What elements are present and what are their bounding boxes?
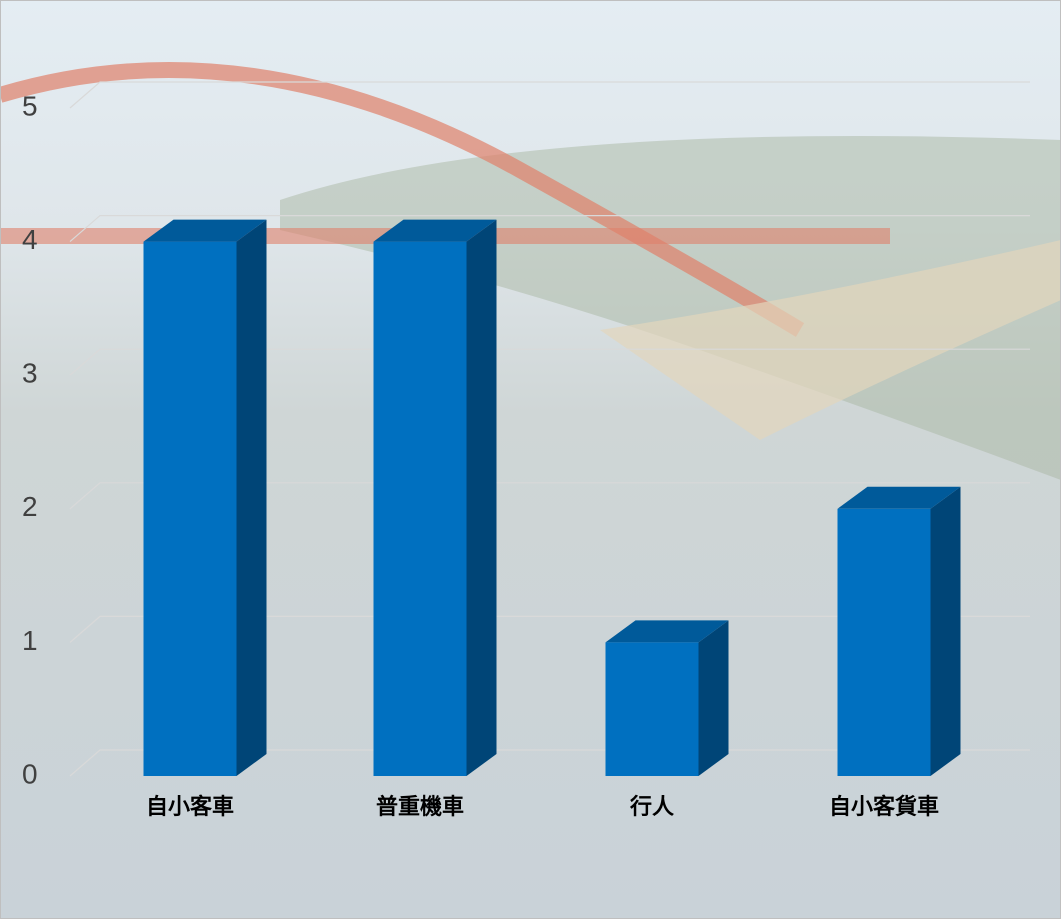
x-tick-label: 自小客貨車 xyxy=(829,794,939,820)
y-tick-label: 0 xyxy=(22,758,38,789)
grid-line xyxy=(69,348,1030,376)
bar-side xyxy=(698,620,729,776)
y-tick-label: 5 xyxy=(22,90,38,121)
grid-line xyxy=(69,81,1030,109)
bar-top xyxy=(143,219,267,242)
x-tick-label: 行人 xyxy=(629,794,674,820)
bar-top xyxy=(605,620,729,643)
bar-side xyxy=(930,486,961,776)
bar-top xyxy=(373,219,497,242)
bar xyxy=(605,642,699,776)
y-tick-label: 3 xyxy=(22,358,38,389)
x-tick-label: 普重機車 xyxy=(376,794,464,820)
y-tick-label: 4 xyxy=(22,224,38,255)
y-tick-label: 2 xyxy=(22,491,38,522)
bar-side xyxy=(236,219,267,777)
x-tick-label: 自小客車 xyxy=(146,794,234,820)
bar-side xyxy=(466,219,497,777)
y-tick-label: 1 xyxy=(22,625,38,656)
bar xyxy=(143,241,237,777)
bar xyxy=(373,241,467,777)
grid-line xyxy=(69,215,1030,243)
bar-top xyxy=(837,486,961,509)
grid-line xyxy=(69,615,1030,643)
grid-line xyxy=(69,482,1030,510)
bar xyxy=(837,508,931,776)
